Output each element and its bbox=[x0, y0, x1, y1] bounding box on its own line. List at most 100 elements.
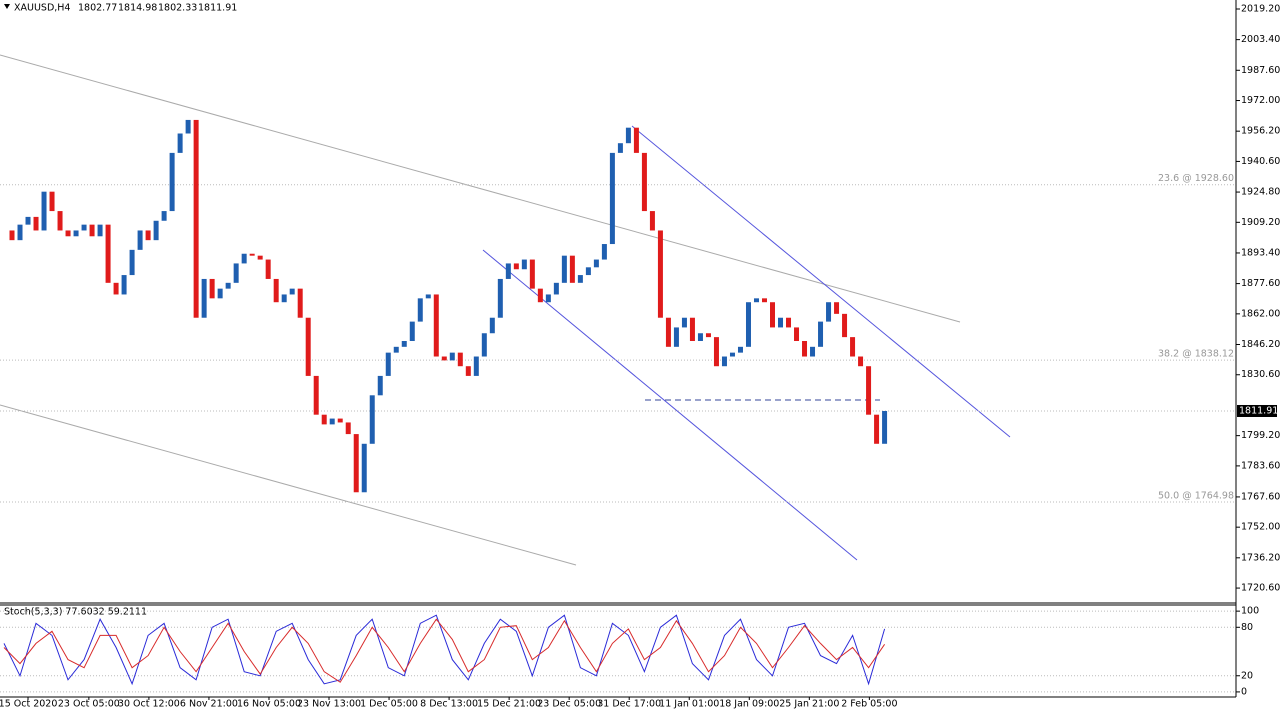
candle bbox=[377, 375, 383, 396]
candle bbox=[409, 321, 415, 342]
candle bbox=[9, 230, 15, 241]
candle bbox=[473, 356, 479, 376]
y-tick-label: 2019.20 bbox=[1241, 3, 1280, 14]
candle bbox=[753, 298, 759, 303]
candle bbox=[665, 317, 671, 347]
candle bbox=[489, 317, 495, 334]
candle bbox=[866, 366, 872, 415]
y-tick-label: 1972.00 bbox=[1241, 95, 1280, 106]
candle bbox=[505, 263, 511, 279]
candle bbox=[858, 356, 864, 367]
trend-line bbox=[0, 404, 577, 566]
y-tick-label: 80 bbox=[1241, 622, 1253, 633]
candle bbox=[449, 352, 455, 361]
y-tick-label: 1940.60 bbox=[1241, 156, 1280, 167]
fib-label: 23.6 @ 1928.60 bbox=[1158, 173, 1234, 184]
menu-arrow[interactable] bbox=[4, 4, 10, 9]
x-tick-label: 11 Jan 01:00 bbox=[659, 699, 719, 710]
y-tick-label: 1720.60 bbox=[1241, 583, 1280, 594]
x-tick-label: 25 Jan 21:00 bbox=[779, 699, 839, 710]
candle bbox=[441, 356, 447, 361]
last-price-label: 1811.91 bbox=[1239, 405, 1278, 416]
candle bbox=[185, 119, 191, 134]
candle bbox=[729, 352, 735, 357]
candle bbox=[249, 253, 255, 256]
y-tick-label: 100 bbox=[1241, 606, 1259, 617]
y-tick-label: 1799.20 bbox=[1241, 430, 1280, 441]
candle bbox=[89, 224, 95, 237]
ohlc-value: 1814.98 bbox=[118, 3, 157, 14]
candle bbox=[369, 395, 375, 444]
x-tick-label: 6 Nov 21:00 bbox=[180, 699, 238, 710]
candle bbox=[713, 337, 719, 367]
y-tick-label: 1956.20 bbox=[1241, 126, 1280, 137]
last-price-box bbox=[1237, 404, 1277, 417]
candle bbox=[874, 414, 880, 444]
candle bbox=[457, 352, 463, 367]
candle bbox=[617, 143, 623, 153]
y-tick-label: 1877.60 bbox=[1241, 278, 1280, 289]
y-tick-label: 1783.60 bbox=[1241, 460, 1280, 471]
candle bbox=[121, 275, 127, 295]
candle bbox=[25, 216, 31, 225]
candle bbox=[345, 422, 351, 435]
x-tick-label: 8 Dec 13:00 bbox=[420, 699, 478, 710]
candle bbox=[721, 356, 727, 367]
stoch-line bbox=[3, 614, 886, 686]
candle bbox=[97, 224, 103, 237]
candle bbox=[818, 321, 824, 347]
candle bbox=[545, 294, 551, 303]
fib-label: 50.0 @ 1764.98 bbox=[1158, 491, 1234, 502]
candle bbox=[786, 317, 792, 328]
ohlc-value: 1802.77 bbox=[78, 3, 117, 14]
candle bbox=[41, 191, 47, 231]
y-tick-label: 1987.60 bbox=[1241, 65, 1280, 76]
candle bbox=[217, 288, 223, 299]
candle bbox=[681, 317, 687, 328]
candle bbox=[225, 282, 231, 289]
candle bbox=[209, 278, 215, 299]
channel-line bbox=[482, 249, 858, 561]
candle bbox=[609, 152, 615, 245]
candle bbox=[297, 288, 303, 318]
candle bbox=[49, 191, 55, 212]
channel-line bbox=[631, 125, 1011, 438]
y-tick-label: 1752.00 bbox=[1241, 522, 1280, 533]
candle bbox=[145, 230, 151, 241]
x-tick-label: 31 Dec 17:00 bbox=[597, 699, 661, 710]
candle bbox=[65, 230, 71, 237]
candle bbox=[585, 267, 591, 276]
candle bbox=[657, 230, 663, 318]
x-tick-label: 23 Dec 05:00 bbox=[537, 699, 601, 710]
ohlc-value: 1802.33 bbox=[158, 3, 197, 14]
candle bbox=[241, 253, 247, 264]
candle bbox=[521, 259, 527, 270]
candle bbox=[737, 346, 743, 353]
candle bbox=[433, 294, 439, 357]
candle bbox=[177, 133, 183, 153]
candle bbox=[313, 375, 319, 415]
candle bbox=[129, 249, 135, 276]
candle bbox=[882, 410, 888, 444]
x-tick-label: 18 Jan 09:00 bbox=[719, 699, 779, 710]
candle bbox=[794, 327, 800, 342]
x-tick-label: 16 Nov 05:00 bbox=[237, 699, 301, 710]
candle bbox=[689, 317, 695, 342]
candle bbox=[201, 278, 207, 318]
candle bbox=[329, 418, 335, 425]
x-tick-label: 2 Feb 05:00 bbox=[841, 699, 897, 710]
y-tick-label: 1736.20 bbox=[1241, 552, 1280, 563]
candle bbox=[401, 341, 407, 347]
candle bbox=[393, 346, 399, 353]
x-tick-label: 15 Dec 21:00 bbox=[477, 699, 541, 710]
stoch-title: Stoch(5,3,3) 77.6032 59.2111 bbox=[4, 607, 147, 618]
candle bbox=[425, 294, 431, 299]
candle bbox=[17, 224, 23, 241]
candle bbox=[137, 230, 143, 250]
candle bbox=[361, 443, 367, 493]
y-tick-label: 1893.40 bbox=[1241, 247, 1280, 258]
candle bbox=[537, 288, 543, 303]
x-tick-label: 23 Nov 13:00 bbox=[297, 699, 361, 710]
candle bbox=[633, 127, 639, 153]
